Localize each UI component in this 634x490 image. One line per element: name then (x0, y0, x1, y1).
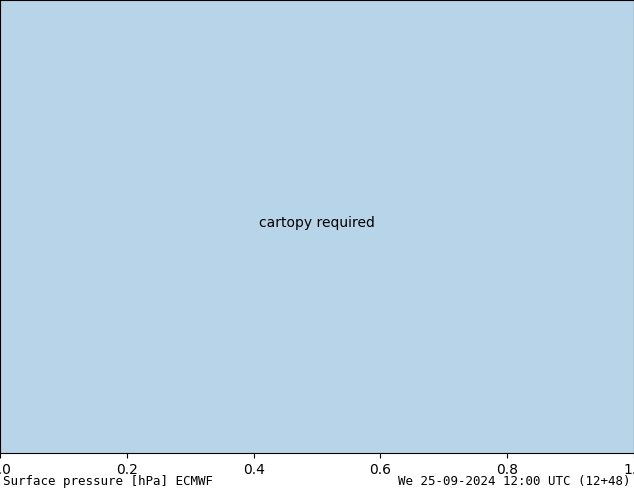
Text: cartopy required: cartopy required (259, 216, 375, 230)
Text: Surface pressure [hPa] ECMWF: Surface pressure [hPa] ECMWF (3, 474, 213, 488)
Text: We 25-09-2024 12:00 UTC (12+48): We 25-09-2024 12:00 UTC (12+48) (398, 474, 631, 488)
